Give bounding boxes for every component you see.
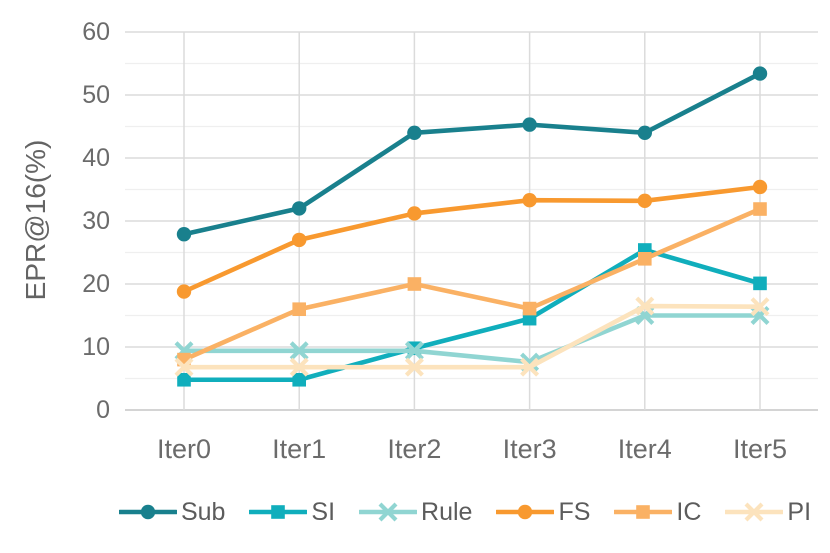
y-tick-label: 50 (82, 81, 110, 109)
x-tick-label: Iter1 (272, 434, 327, 464)
legend-item-ic: IC (614, 498, 701, 527)
legend-label: Sub (180, 497, 226, 526)
data-point-marker (407, 125, 422, 140)
data-point-marker (289, 357, 309, 377)
data-point-marker (636, 505, 651, 519)
x-tick-label: Iter3 (502, 434, 557, 464)
data-point-marker (522, 193, 537, 208)
x-swatch-icon (725, 502, 784, 522)
square-swatch-icon (614, 505, 673, 519)
x-tick-label: Iter5 (732, 434, 788, 464)
data-point-marker (638, 252, 652, 266)
data-point-marker (176, 284, 192, 299)
data-point-marker (289, 341, 309, 361)
y-tick-label: 40 (82, 144, 110, 172)
y-tick-label: 20 (82, 270, 110, 298)
v-gridlines (183, 32, 761, 410)
x-tick-label: Iter2 (387, 434, 442, 464)
data-point-marker (752, 66, 768, 81)
h-gridlines (125, 31, 818, 411)
legend-label: Rule (421, 497, 473, 526)
series-line (181, 184, 763, 294)
legend-label: SI (311, 497, 336, 526)
data-point-marker (635, 296, 655, 316)
data-point-marker (176, 227, 192, 242)
data-point-marker (292, 201, 307, 216)
series-line (181, 303, 763, 370)
circle-swatch-icon (118, 504, 177, 520)
legend: Sub SI Rule FS IC PI (105, 492, 825, 532)
data-point-marker (637, 193, 652, 209)
data-point-marker (292, 232, 307, 248)
series-line (181, 247, 763, 383)
legend-item-fs: FS (496, 498, 590, 527)
y-tick-label: 10 (82, 333, 110, 361)
series-fs (176, 179, 768, 299)
circle-swatch-icon (496, 504, 555, 520)
data-point-marker (407, 206, 422, 221)
series-line (181, 313, 763, 365)
data-point-marker (520, 357, 540, 377)
data-point-marker (177, 372, 191, 387)
data-point-marker (522, 301, 537, 316)
y-tick-label: 60 (82, 18, 110, 46)
y-tick-label: 30 (82, 207, 110, 235)
x-tick-label: Iter0 (156, 434, 212, 464)
square-swatch-icon (249, 505, 308, 519)
x-tick-label: Iter4 (617, 434, 672, 464)
data-point-marker (750, 297, 770, 317)
series-line (181, 206, 763, 362)
legend-label: IC (676, 497, 702, 526)
legend-item-rule: Rule (359, 498, 472, 527)
series-line (181, 71, 763, 237)
series-rule (174, 306, 770, 372)
legend-item-pi: PI (725, 498, 811, 527)
x-swatch-icon (359, 502, 418, 522)
y-tick-label: 0 (96, 396, 110, 424)
legend-label: FS (558, 497, 591, 526)
plot-area (125, 31, 818, 411)
data-point-marker (744, 502, 764, 522)
data-point-marker (522, 117, 537, 132)
data-point-marker (404, 357, 424, 377)
data-point-marker (753, 276, 767, 291)
data-point-marker (753, 202, 767, 216)
series-ic (177, 202, 767, 367)
data-point-marker (174, 357, 194, 377)
data-point-marker (518, 504, 533, 520)
legend-item-si: SI (249, 498, 335, 527)
data-point-marker (407, 277, 422, 291)
series-pi (174, 296, 770, 377)
data-point-marker (292, 372, 306, 387)
data-point-marker (378, 502, 398, 522)
series-sub (176, 66, 768, 242)
data-point-marker (637, 125, 652, 140)
data-point-marker (292, 302, 306, 316)
legend-item-sub: Sub (118, 497, 226, 527)
data-point-marker (140, 504, 156, 520)
legend-label: PI (787, 497, 812, 526)
data-point-marker (404, 341, 424, 361)
data-point-marker (271, 505, 286, 519)
data-point-marker (752, 179, 768, 195)
